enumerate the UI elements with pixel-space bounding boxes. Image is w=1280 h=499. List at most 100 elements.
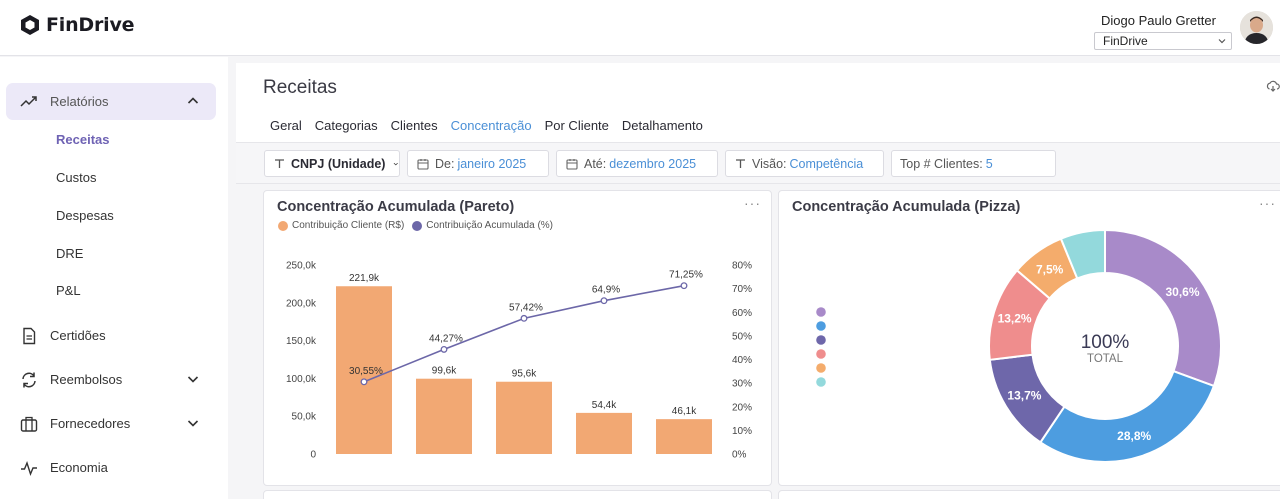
pie-chart: 30,6% 28,8% 13,7% 13,2% 7,5% 100%TOTAL bbox=[816, 228, 1222, 463]
chevron-up-icon bbox=[187, 97, 199, 104]
chevron-down-icon bbox=[394, 162, 399, 165]
cumulative-point bbox=[360, 378, 368, 386]
date-from-filter[interactable]: De: janeiro 2025 bbox=[407, 150, 549, 177]
text-type-icon bbox=[736, 159, 745, 168]
company-select[interactable]: FinDrive bbox=[1094, 32, 1232, 50]
page-title: Receitas bbox=[263, 77, 337, 98]
view-value: Competência bbox=[789, 156, 864, 171]
pareto-bar bbox=[496, 381, 552, 454]
chevron-down-icon bbox=[187, 420, 199, 427]
bar-data-label: 46,1k bbox=[672, 406, 697, 417]
top-clients-value: 5 bbox=[985, 156, 993, 171]
pie-legend-dot bbox=[816, 307, 826, 317]
sidebar-subitem-pl[interactable]: P&L bbox=[56, 283, 81, 298]
tab-por-cliente[interactable]: Por Cliente bbox=[544, 118, 609, 133]
filter-bar: CNPJ (Unidade) De: janeiro 2025 Até: dez… bbox=[236, 142, 1280, 184]
more-options-icon[interactable]: ··· bbox=[744, 195, 761, 211]
date-from-value: janeiro 2025 bbox=[457, 156, 527, 171]
charts-area: Concentração Acumulada (Pareto) ··· Cont… bbox=[236, 184, 1280, 499]
line-data-label: 57,42% bbox=[509, 302, 543, 313]
y2-tick-label: 10% bbox=[732, 426, 752, 437]
sidebar-subitem-dre[interactable]: DRE bbox=[56, 246, 84, 261]
cnpj-filter-label: CNPJ (Unidade) bbox=[291, 156, 386, 171]
sidebar-subitem-despesas[interactable]: Despesas bbox=[56, 208, 114, 223]
pareto-chart-card: Concentração Acumulada (Pareto) ··· Cont… bbox=[263, 190, 772, 486]
view-filter[interactable]: Visão: Competência bbox=[725, 150, 884, 177]
sidebar: Relatórios Receitas Custos Despesas DRE … bbox=[0, 57, 228, 499]
chevron-down-icon bbox=[187, 376, 199, 383]
user-name: Diogo Paulo Gretter bbox=[1101, 13, 1216, 28]
line-data-label: 30,55% bbox=[349, 366, 383, 377]
app-logo[interactable]: FinDrive bbox=[20, 14, 135, 36]
y2-tick-label: 40% bbox=[732, 355, 752, 366]
line-data-label: 44,27% bbox=[429, 333, 463, 344]
cumulative-point bbox=[440, 345, 448, 353]
tab-detalhamento[interactable]: Detalhamento bbox=[621, 118, 703, 133]
pareto-bar bbox=[336, 286, 392, 454]
legend-item-line[interactable]: Contribuição Acumulada (%) bbox=[412, 220, 553, 231]
sidebar-item-relatorios[interactable]: Relatórios bbox=[6, 83, 216, 120]
pie-chart-card: Concentração Acumulada (Pizza) ··· 30,6%… bbox=[778, 190, 1280, 486]
top-header: FinDrive Diogo Paulo Gretter FinDrive bbox=[0, 0, 1280, 56]
legend-dot-bar bbox=[278, 220, 288, 231]
tab-clientes[interactable]: Clientes bbox=[390, 118, 438, 133]
pie-legend-dot bbox=[816, 363, 826, 373]
pie-slice-label: 7,5% bbox=[1036, 262, 1064, 276]
legend-dot-line bbox=[412, 220, 423, 231]
sidebar-item-reembolsos[interactable]: Reembolsos bbox=[6, 361, 216, 398]
y-tick-label: 200,0k bbox=[286, 298, 317, 309]
pie-legend-dot bbox=[816, 321, 826, 331]
more-options-icon[interactable]: ··· bbox=[1259, 195, 1276, 211]
y-tick-label: 250,0k bbox=[286, 261, 317, 272]
tab-categorias[interactable]: Categorias bbox=[314, 118, 378, 133]
y2-tick-label: 30% bbox=[732, 379, 752, 390]
bar-data-label: 54,4k bbox=[592, 400, 617, 411]
sidebar-item-label: Relatórios bbox=[50, 94, 109, 109]
y2-tick-label: 20% bbox=[732, 402, 752, 413]
tab-geral[interactable]: Geral bbox=[270, 118, 302, 133]
cnpj-filter[interactable]: CNPJ (Unidade) bbox=[264, 150, 400, 177]
bar-data-label: 95,6k bbox=[512, 369, 537, 380]
main-content: Receitas Geral Categorias Clientes Conce… bbox=[236, 63, 1280, 499]
pareto-chart: 250,0k 200,0k 150,0k 100,0k 50,0k 0 80% 70% 60% 5… bbox=[286, 261, 752, 461]
sidebar-item-label: Certidões bbox=[50, 328, 106, 343]
bar-data-label: 221,9k bbox=[349, 273, 380, 284]
sidebar-item-economia[interactable]: Economia bbox=[6, 449, 216, 486]
pie-slice bbox=[1104, 228, 1222, 388]
top-clients-filter[interactable]: Top # Clientes: 5 bbox=[891, 150, 1056, 177]
chevron-down-icon bbox=[1218, 39, 1226, 44]
pie-slice bbox=[1059, 228, 1106, 280]
tab-bar: Geral Categorias Clientes Concentração P… bbox=[270, 118, 716, 133]
cumulative-line bbox=[363, 284, 685, 383]
document-icon bbox=[23, 327, 36, 345]
sidebar-item-label: Economia bbox=[50, 460, 108, 475]
trending-up-icon bbox=[20, 96, 37, 107]
pie-slice-label: 28,8% bbox=[1117, 429, 1151, 443]
date-to-filter[interactable]: Até: dezembro 2025 bbox=[556, 150, 718, 177]
y2-tick-label: 80% bbox=[732, 261, 752, 272]
calendar-icon bbox=[566, 158, 578, 170]
pareto-bar bbox=[656, 419, 712, 454]
legend-item-bar[interactable]: Contribuição Cliente (R$) bbox=[278, 220, 404, 231]
bar-data-label: 99,6k bbox=[432, 366, 457, 377]
avatar[interactable] bbox=[1240, 11, 1273, 44]
app-name: FinDrive bbox=[46, 14, 135, 36]
pie-center-value: 100% bbox=[1081, 332, 1130, 353]
y2-tick-label: 50% bbox=[732, 331, 752, 342]
top-clients-label: Top # Clientes: bbox=[900, 156, 983, 171]
sidebar-item-certidoes[interactable]: Certidões bbox=[6, 317, 216, 354]
sidebar-subitem-custos[interactable]: Custos bbox=[56, 170, 97, 185]
sidebar-item-fornecedores[interactable]: Fornecedores bbox=[6, 405, 216, 442]
cumulative-point bbox=[520, 314, 528, 322]
pie-center-label: TOTAL bbox=[1087, 353, 1124, 365]
pie-slice-label: 30,6% bbox=[1165, 285, 1199, 299]
refresh-icon bbox=[22, 372, 36, 388]
sidebar-subitem-receitas[interactable]: Receitas bbox=[56, 132, 110, 147]
text-type-icon bbox=[275, 159, 284, 168]
calendar-icon bbox=[417, 158, 429, 170]
pie-slice bbox=[1039, 369, 1216, 463]
cloud-download-icon[interactable] bbox=[1266, 79, 1280, 93]
date-to-label: Até: bbox=[584, 156, 607, 171]
pareto-bar bbox=[416, 378, 472, 454]
tab-concentracao[interactable]: Concentração bbox=[450, 118, 532, 133]
